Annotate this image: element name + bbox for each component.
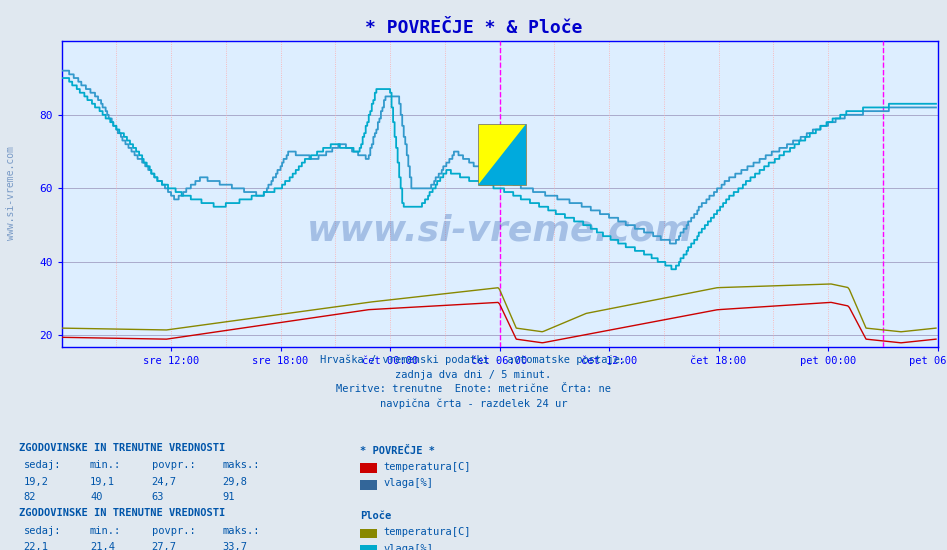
Text: ZGODOVINSKE IN TRENUTNE VREDNOSTI: ZGODOVINSKE IN TRENUTNE VREDNOSTI [19,443,225,453]
Text: Hrvaška / vremenski podatki - avtomatske postaje.
zadnja dva dni / 5 minut.
Meri: Hrvaška / vremenski podatki - avtomatske… [320,355,627,409]
Text: 19,1: 19,1 [90,477,115,487]
Text: 19,2: 19,2 [24,477,48,487]
Text: sedaj:: sedaj: [24,460,62,470]
Text: 82: 82 [24,492,36,502]
Text: 27,7: 27,7 [152,542,176,550]
Text: sedaj:: sedaj: [24,526,62,536]
Text: ZGODOVINSKE IN TRENUTNE VREDNOSTI: ZGODOVINSKE IN TRENUTNE VREDNOSTI [19,508,225,518]
Text: min.:: min.: [90,460,121,470]
Text: povpr.:: povpr.: [152,526,195,536]
Text: * POVREČJE *: * POVREČJE * [360,446,435,455]
Text: Ploče: Ploče [360,511,391,521]
Text: 22,1: 22,1 [24,542,48,550]
Text: 29,8: 29,8 [223,477,247,487]
Text: www.si-vreme.com: www.si-vreme.com [7,146,16,239]
Text: 24,7: 24,7 [152,477,176,487]
Text: * POVREČJE * & Ploče: * POVREČJE * & Ploče [365,19,582,37]
Text: 63: 63 [152,492,164,502]
Text: 91: 91 [223,492,235,502]
Bar [477,124,526,185]
Text: vlaga[%]: vlaga[%] [384,544,434,550]
Text: povpr.:: povpr.: [152,460,195,470]
Text: 40: 40 [90,492,102,502]
Text: temperatura[C]: temperatura[C] [384,527,471,537]
Text: 33,7: 33,7 [223,542,247,550]
Text: maks.:: maks.: [223,460,260,470]
Text: 21,4: 21,4 [90,542,115,550]
Text: temperatura[C]: temperatura[C] [384,462,471,472]
Polygon shape [477,124,526,185]
Text: vlaga[%]: vlaga[%] [384,478,434,488]
Text: min.:: min.: [90,526,121,536]
Text: maks.:: maks.: [223,526,260,536]
Text: www.si-vreme.com: www.si-vreme.com [307,213,692,248]
